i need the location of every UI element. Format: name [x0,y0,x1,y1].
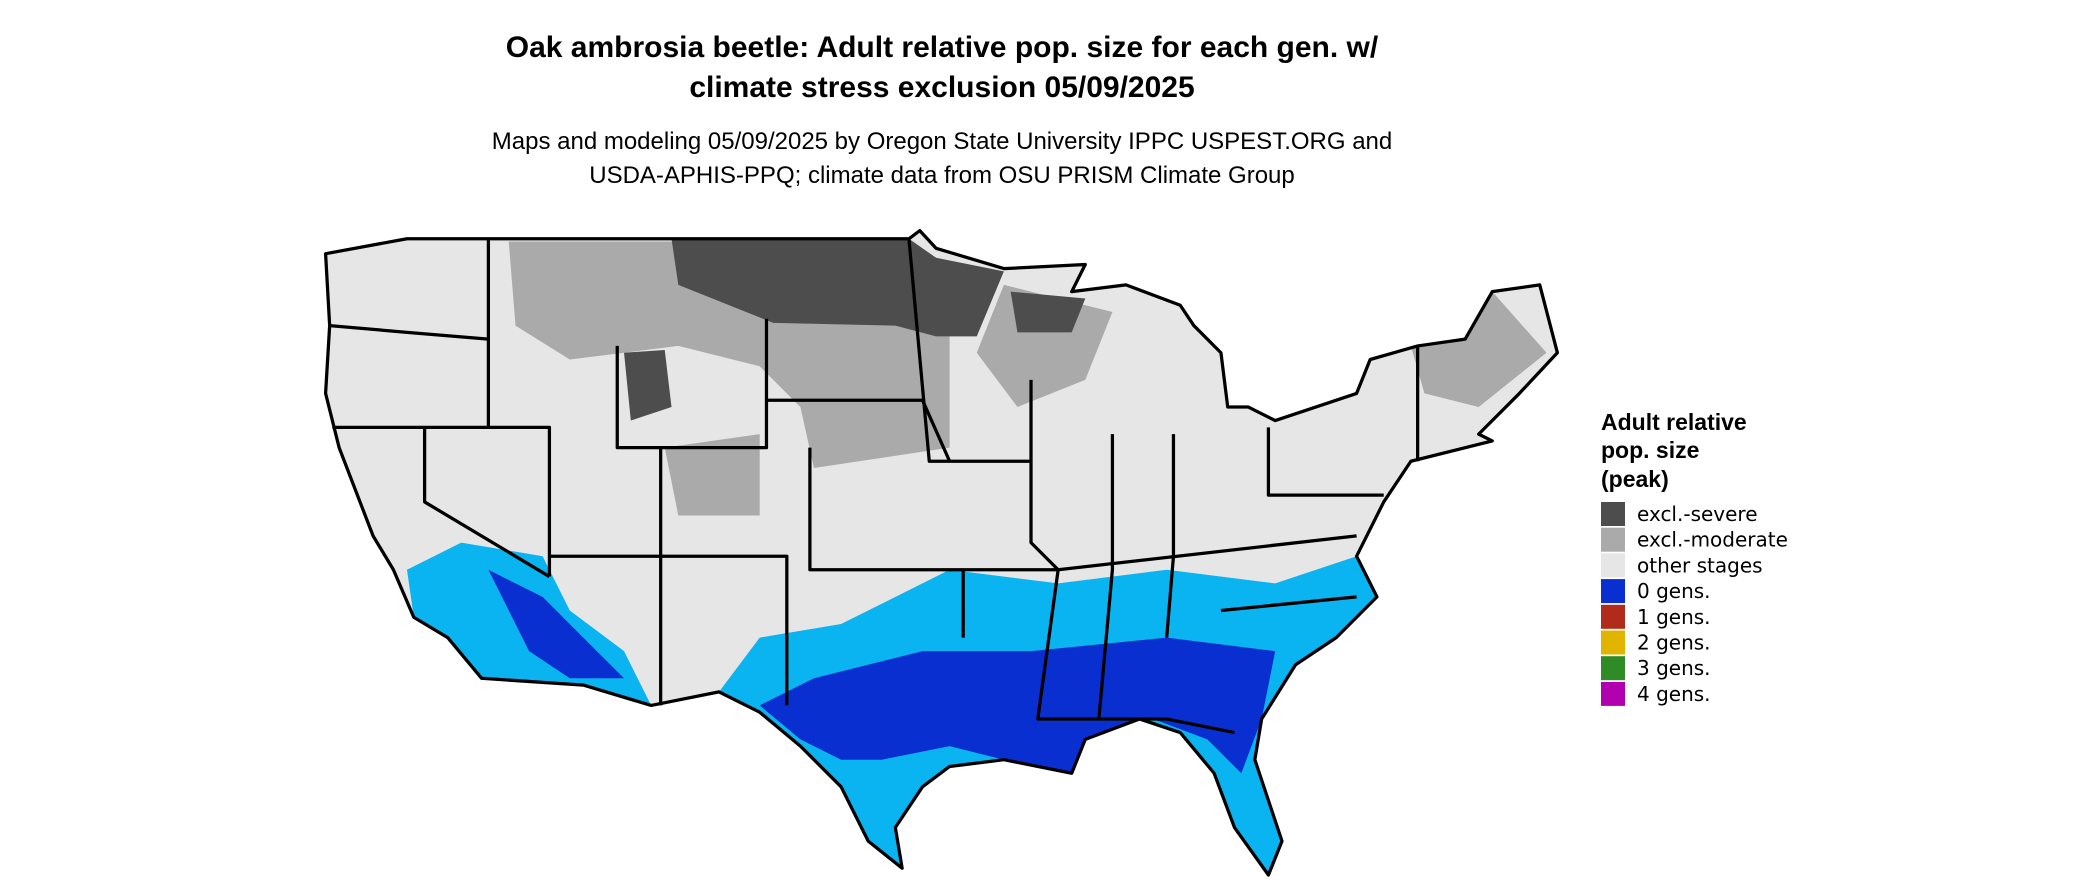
state-line [907,238,1032,463]
us-outline [323,228,1560,877]
state-lines [323,228,1560,877]
legend-swatch [1601,527,1625,552]
state-line [549,554,789,706]
legend-swatch [1601,579,1625,604]
legend-title-line: (peak) [1601,466,1669,492]
legend-swatch [1601,656,1625,681]
title-line: climate stress exclusion 05/09/2025 [689,71,1194,104]
region-moderate [664,434,760,516]
state-line [332,425,552,577]
legend-label: 1 gens. [1637,605,1711,629]
legend-swatch [1601,502,1625,526]
legend-swatch [1601,630,1625,655]
state-line [1029,379,1060,571]
state-line [808,447,965,638]
legend-label: excl.-severe [1637,502,1758,526]
region-moderate [1410,291,1547,407]
region-severe [1010,291,1086,333]
legend-swatch [1601,681,1625,706]
legend-label: other stages [1637,553,1763,577]
legend-label: 0 gens. [1637,579,1711,603]
legend: Adult relative pop. size (peak) excl.-se… [1601,409,1788,706]
region-dark-blue [759,637,1276,774]
legend-swatch [1601,553,1625,578]
legend-label: 2 gens. [1637,631,1711,655]
region-severe [671,238,1004,337]
state-line [1266,427,1384,497]
subtitle-line: USDA-APHIS-PPQ; climate data from OSU PR… [589,162,1295,189]
map-fill [325,230,1558,876]
state-line [1220,595,1357,613]
legend-label: excl.-moderate [1637,528,1788,552]
legend-label: 3 gens. [1637,656,1711,680]
state-line [422,427,551,578]
region-dark-blue [488,569,625,679]
state-line [1097,434,1115,720]
state-line [329,323,489,341]
region-severe [624,350,672,421]
state-line [1165,434,1176,638]
legend-title-line: Adult relative [1601,409,1747,435]
map [323,228,1560,877]
state-line [1036,569,1235,735]
subtitle-line: Maps and modeling 05/09/2025 by Oregon S… [492,128,1392,155]
title-line: Oak ambrosia beetle: Adult relative pop.… [506,31,1379,64]
legend-title-line: pop. size [1601,437,1699,463]
legend-label: 4 gens. [1637,682,1711,706]
legend-swatch [1601,604,1625,629]
state-line [615,318,769,450]
